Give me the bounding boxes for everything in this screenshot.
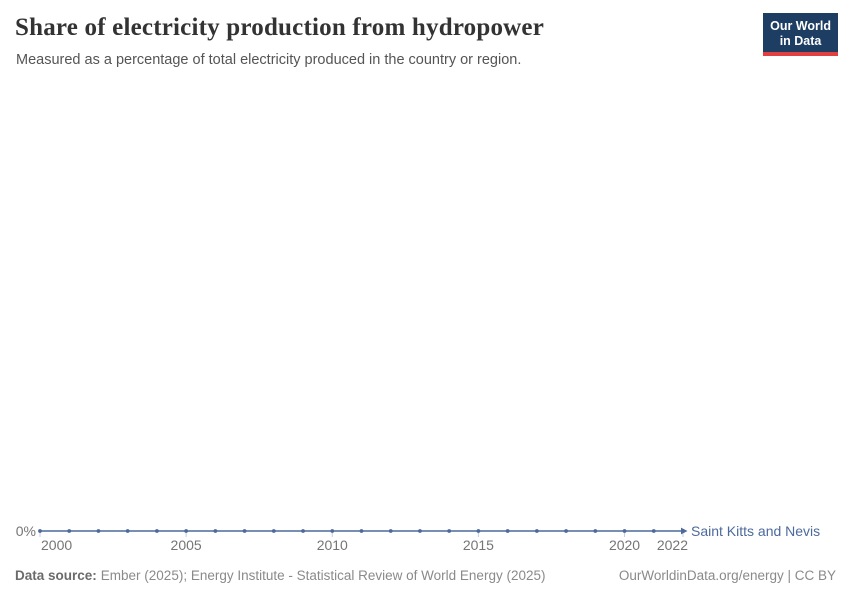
- data-source-text: Ember (2025); Energy Institute - Statist…: [100, 568, 546, 583]
- x-axis-tick-label: 2020: [608, 537, 641, 553]
- data-point[interactable]: [476, 529, 481, 533]
- x-axis-tick-label: 2022: [656, 537, 688, 553]
- owid-logo-line2: in Data: [779, 34, 822, 48]
- data-source-label: Data source:: [15, 568, 97, 583]
- data-point[interactable]: [213, 529, 218, 533]
- data-point[interactable]: [96, 529, 101, 533]
- data-point[interactable]: [242, 529, 247, 533]
- data-point[interactable]: [330, 529, 335, 533]
- credit-link[interactable]: OurWorldinData.org/energy | CC BY: [618, 568, 836, 583]
- x-axis-tick-label: 2010: [316, 537, 348, 553]
- data-point[interactable]: [505, 529, 510, 533]
- data-point[interactable]: [534, 529, 539, 533]
- data-point[interactable]: [447, 529, 452, 533]
- data-point[interactable]: [388, 529, 393, 533]
- data-point[interactable]: [593, 529, 598, 533]
- series-label[interactable]: Saint Kitts and Nevis: [691, 523, 821, 539]
- data-point[interactable]: [271, 529, 276, 533]
- data-point[interactable]: [651, 529, 656, 533]
- chart-footer: Data source: Ember (2025); Energy Institu…: [15, 568, 836, 583]
- x-axis-tick-label: 2000: [41, 537, 73, 553]
- data-point[interactable]: [564, 529, 568, 533]
- line-end-arrow-icon: [681, 527, 688, 535]
- data-point[interactable]: [184, 529, 189, 533]
- data-point[interactable]: [38, 529, 42, 533]
- data-point[interactable]: [359, 529, 364, 533]
- data-source-note: Data source: Ember (2025); Energy Institu…: [15, 568, 545, 583]
- x-axis-tick-label: 2015: [462, 537, 494, 553]
- data-point[interactable]: [125, 529, 130, 533]
- x-axis-tick-label: 2005: [170, 537, 202, 553]
- data-point[interactable]: [301, 529, 305, 533]
- data-point[interactable]: [418, 529, 422, 533]
- data-point[interactable]: [622, 529, 627, 533]
- owid-logo[interactable]: Our World in Data: [763, 13, 838, 56]
- data-point[interactable]: [155, 529, 159, 533]
- y-axis-tick-label: 0%: [15, 523, 36, 539]
- chart-subtitle: Measured as a percentage of total electr…: [16, 52, 522, 68]
- owid-logo-line1: Our World: [770, 19, 831, 33]
- chart-title: Share of electricity production from hyd…: [15, 14, 545, 41]
- data-point[interactable]: [67, 529, 72, 533]
